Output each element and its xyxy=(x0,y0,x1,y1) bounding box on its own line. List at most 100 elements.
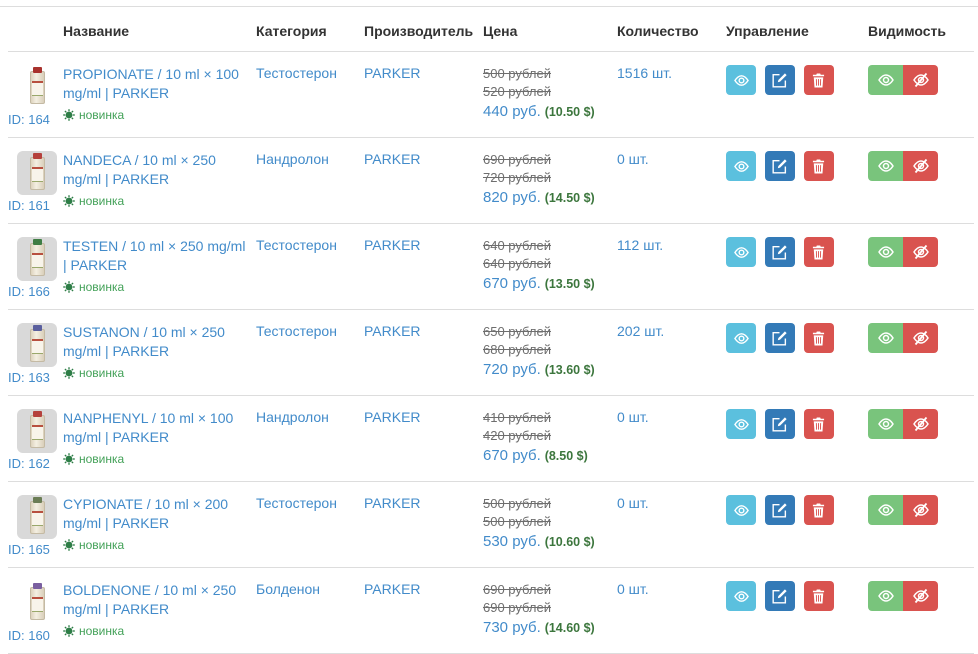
column-header-name: Название xyxy=(63,7,256,52)
category-link[interactable]: Тестостерон xyxy=(256,495,337,511)
view-button[interactable] xyxy=(726,323,756,353)
delete-button[interactable] xyxy=(804,581,834,611)
view-button[interactable] xyxy=(726,65,756,95)
visibility-toggle xyxy=(868,323,938,353)
view-button[interactable] xyxy=(726,495,756,525)
manufacturer-link[interactable]: PARKER xyxy=(364,323,421,339)
visibility-toggle xyxy=(868,409,938,439)
product-thumbnail[interactable] xyxy=(17,323,57,367)
column-header-category: Категория xyxy=(256,7,364,52)
table-row: ID: 161 NANDECA / 10 ml × 250 mg/ml | PA… xyxy=(8,138,974,224)
eye-icon xyxy=(877,416,895,432)
delete-button[interactable] xyxy=(804,237,834,267)
old-price-1: 650 рублей xyxy=(483,323,607,341)
product-id[interactable]: ID: 162 xyxy=(8,456,63,471)
product-thumbnail[interactable] xyxy=(17,151,57,195)
view-button[interactable] xyxy=(726,581,756,611)
hidden-button[interactable] xyxy=(903,495,938,525)
table-row: ID: 162 NANPHENYL / 10 ml × 100 mg/ml | … xyxy=(8,396,974,482)
product-name-link[interactable]: NANPHENYL / 10 ml × 100 mg/ml | PARKER xyxy=(63,409,246,447)
edit-button[interactable] xyxy=(765,581,795,611)
manufacturer-link[interactable]: PARKER xyxy=(364,65,421,81)
product-thumbnail[interactable] xyxy=(17,581,57,625)
delete-button[interactable] xyxy=(804,409,834,439)
hidden-button[interactable] xyxy=(903,151,938,181)
delete-button[interactable] xyxy=(804,65,834,95)
edit-button[interactable] xyxy=(765,65,795,95)
quantity-value: 0 шт. xyxy=(617,151,649,167)
edit-button[interactable] xyxy=(765,237,795,267)
new-badge: новинка xyxy=(63,366,246,380)
manufacturer-link[interactable]: PARKER xyxy=(364,151,421,167)
visible-button[interactable] xyxy=(868,237,903,267)
product-thumbnail[interactable] xyxy=(17,495,57,539)
delete-button[interactable] xyxy=(804,495,834,525)
current-price: 670 руб. xyxy=(483,447,541,464)
eye-slash-icon xyxy=(912,588,930,604)
pencil-square-icon xyxy=(772,159,787,174)
product-id[interactable]: ID: 165 xyxy=(8,542,63,557)
old-price-2: 420 рублей xyxy=(483,427,607,445)
hidden-button[interactable] xyxy=(903,581,938,611)
visible-button[interactable] xyxy=(868,581,903,611)
view-button[interactable] xyxy=(726,237,756,267)
product-thumbnail[interactable] xyxy=(17,65,57,109)
product-name-link[interactable]: TESTEN / 10 ml × 250 mg/ml | PARKER xyxy=(63,237,246,275)
product-id[interactable]: ID: 161 xyxy=(8,198,63,213)
table-header: Название Категория Производитель Цена Ко… xyxy=(8,7,974,52)
visible-button[interactable] xyxy=(868,151,903,181)
visible-button[interactable] xyxy=(868,409,903,439)
visible-button[interactable] xyxy=(868,65,903,95)
product-thumbnail[interactable] xyxy=(17,237,57,281)
products-table: Название Категория Производитель Цена Ко… xyxy=(8,7,974,654)
manufacturer-link[interactable]: PARKER xyxy=(364,581,421,597)
new-badge: новинка xyxy=(63,538,246,552)
new-badge: новинка xyxy=(63,108,246,122)
product-id[interactable]: ID: 160 xyxy=(8,628,63,643)
manufacturer-link[interactable]: PARKER xyxy=(364,495,421,511)
category-link[interactable]: Тестостерон xyxy=(256,323,337,339)
bottle-label xyxy=(32,81,43,96)
visibility-toggle xyxy=(868,151,938,181)
product-thumbnail[interactable] xyxy=(17,409,57,453)
bottle-label xyxy=(32,425,43,440)
usd-price: (13.50 $) xyxy=(545,277,595,291)
manufacturer-link[interactable]: PARKER xyxy=(364,237,421,253)
eye-slash-icon xyxy=(912,72,930,88)
edit-button[interactable] xyxy=(765,409,795,439)
delete-button[interactable] xyxy=(804,151,834,181)
product-name-link[interactable]: PROPIONATE / 10 ml × 100 mg/ml | PARKER xyxy=(63,65,246,103)
bottle-label xyxy=(32,167,43,182)
product-name-link[interactable]: SUSTANON / 10 ml × 250 mg/ml | PARKER xyxy=(63,323,246,361)
product-name-link[interactable]: NANDECA / 10 ml × 250 mg/ml | PARKER xyxy=(63,151,246,189)
category-link[interactable]: Болденон xyxy=(256,581,320,597)
hidden-button[interactable] xyxy=(903,65,938,95)
product-id[interactable]: ID: 163 xyxy=(8,370,63,385)
category-link[interactable]: Нандролон xyxy=(256,151,329,167)
usd-price: (14.50 $) xyxy=(545,191,595,205)
hidden-button[interactable] xyxy=(903,323,938,353)
view-button[interactable] xyxy=(726,151,756,181)
visible-button[interactable] xyxy=(868,323,903,353)
new-badge: новинка xyxy=(63,452,246,466)
edit-button[interactable] xyxy=(765,495,795,525)
hidden-button[interactable] xyxy=(903,409,938,439)
category-link[interactable]: Нандролон xyxy=(256,409,329,425)
manufacturer-link[interactable]: PARKER xyxy=(364,409,421,425)
visible-button[interactable] xyxy=(868,495,903,525)
category-link[interactable]: Тестостерон xyxy=(256,65,337,81)
category-link[interactable]: Тестостерон xyxy=(256,237,337,253)
edit-button[interactable] xyxy=(765,151,795,181)
product-id[interactable]: ID: 164 xyxy=(8,112,63,127)
product-name-link[interactable]: BOLDENONE / 10 ml × 250 mg/ml | PARKER xyxy=(63,581,246,619)
visibility-toggle xyxy=(868,581,938,611)
edit-button[interactable] xyxy=(765,323,795,353)
view-button[interactable] xyxy=(726,409,756,439)
product-id[interactable]: ID: 166 xyxy=(8,284,63,299)
new-badge-label: новинка xyxy=(79,624,124,638)
delete-button[interactable] xyxy=(804,323,834,353)
hidden-button[interactable] xyxy=(903,237,938,267)
current-price: 530 руб. xyxy=(483,533,541,550)
product-name-link[interactable]: CYPIONATE / 10 ml × 200 mg/ml | PARKER xyxy=(63,495,246,533)
bottle-label xyxy=(32,339,43,354)
